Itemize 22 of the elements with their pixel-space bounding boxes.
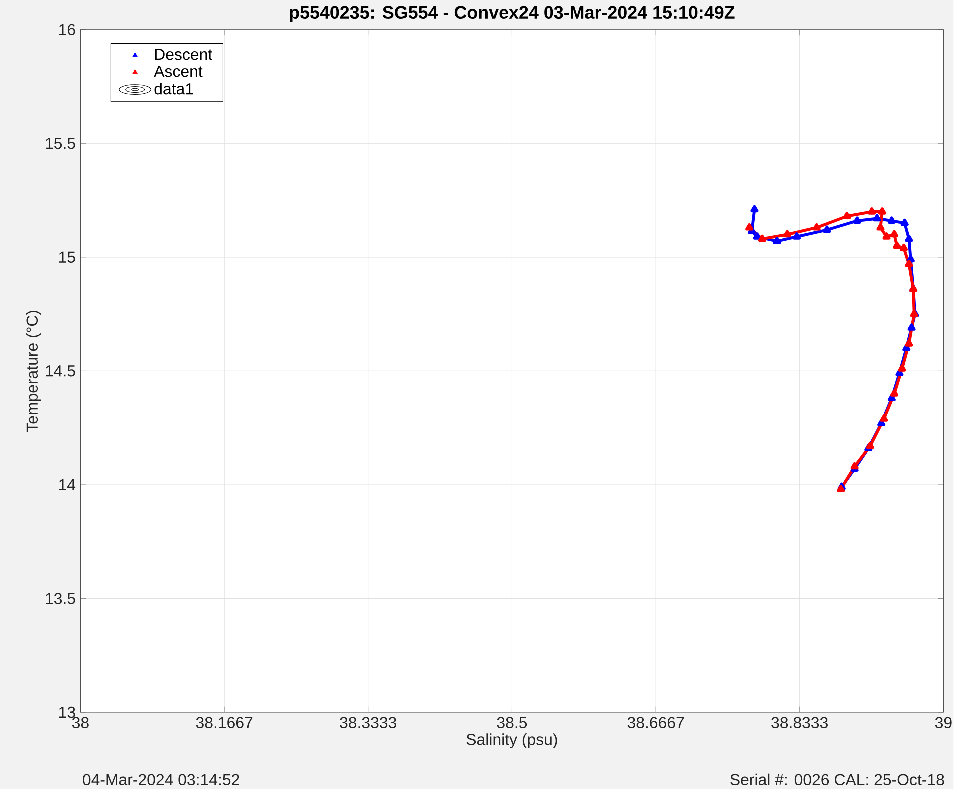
y-tick-label: 15 [60,252,76,263]
y-axis-title: Temperature (°C) [26,310,42,432]
legend-label: data1 [154,83,194,95]
x-tick-label: 38.5 [497,717,528,728]
legend-label: Descent [155,49,212,60]
legend-label: Ascent [154,66,203,78]
x-tick-label: 38.6667 [628,717,684,728]
y-tick-label: 15.5 [46,138,76,150]
y-tick-label: 16 [60,24,76,36]
y-tick-label: 14 [60,480,76,490]
x-tick-label: 38.3333 [340,717,396,728]
text: Serial #: 0026 CAL: 25-Oct-18 [730,774,944,786]
x-tick-label: 38.1667 [196,717,253,728]
y-tick-label: 14.5 [46,366,76,377]
y-tick-label: 13.5 [46,593,76,604]
x-axis-title: Salinity (psu) [466,734,558,749]
x-tick-label: 39 [935,717,952,728]
text: 04-Mar-2024 03:14:52 [83,774,240,786]
y-tick-label: 13 [60,706,76,718]
chart-title: p5540235: SG554 - Convex24 03-Mar-2024 15:10:49Z [290,6,735,23]
x-tick-label: 38 [72,717,89,728]
x-tick-label: 38.8333 [772,717,828,728]
